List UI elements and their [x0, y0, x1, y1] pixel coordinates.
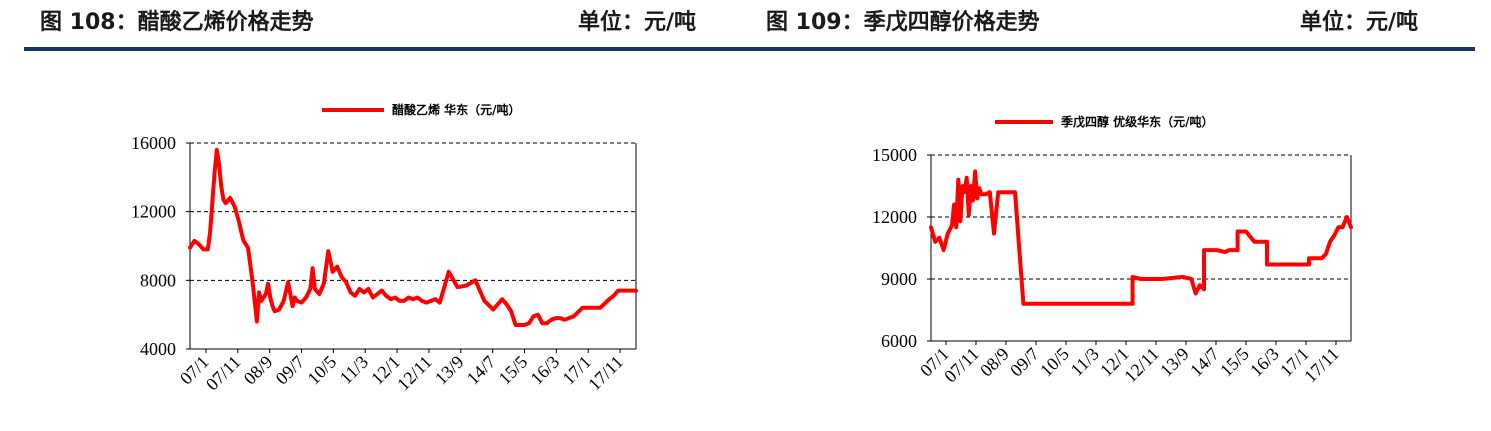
- legend-label: 醋酸乙烯 华东（元/吨）: [392, 102, 521, 117]
- legend-label: 季戊四醇 优级华东（元/吨）: [1060, 114, 1214, 129]
- y-tick-label: 12000: [131, 202, 176, 222]
- left-unit-label: 单位：元/吨: [578, 10, 697, 35]
- y-tick-label: 16000: [131, 133, 176, 153]
- pentaerythritol-chart: 60009000120001500007/107/1108/909/710/51…: [872, 114, 1353, 387]
- x-tick-label: 17/11: [584, 352, 627, 395]
- x-tick-label: 14/7: [463, 352, 500, 389]
- x-tick-label: 16/3: [526, 352, 563, 389]
- x-tick-label: 09/7: [272, 352, 309, 389]
- x-tick-label: 09/7: [1006, 344, 1043, 381]
- x-tick-label: 15/5: [495, 352, 532, 389]
- y-tick-label: 15000: [872, 145, 917, 165]
- right-unit-label: 单位：元/吨: [1300, 10, 1419, 35]
- x-tick-label: 12/11: [393, 352, 436, 395]
- x-tick-label: 17/11: [1300, 344, 1343, 387]
- vinyl-acetate-chart: 40008000120001600007/107/1108/909/710/51…: [131, 102, 638, 395]
- right-figure-title: 图 109：季戊四醇价格走势: [766, 10, 1040, 35]
- x-tick-label: 11/3: [336, 352, 372, 388]
- x-tick-label: 13/9: [1156, 344, 1193, 381]
- x-tick-label: 11/3: [1067, 344, 1103, 380]
- x-tick-label: 08/9: [976, 344, 1013, 381]
- x-tick-label: 10/5: [303, 352, 340, 389]
- y-tick-label: 6000: [881, 331, 917, 351]
- y-tick-label: 12000: [872, 207, 917, 227]
- x-tick-label: 16/3: [1246, 344, 1283, 381]
- header-rule: [24, 47, 1475, 51]
- x-tick-label: 14/7: [1186, 344, 1223, 381]
- x-tick-label: 08/9: [240, 352, 277, 389]
- series-line: [929, 169, 1353, 306]
- series-line: [188, 147, 638, 327]
- x-tick-label: 10/5: [1036, 344, 1073, 381]
- y-tick-label: 8000: [140, 270, 176, 290]
- x-tick-label: 07/11: [202, 352, 245, 395]
- y-tick-label: 4000: [140, 339, 176, 359]
- x-tick-label: 13/9: [431, 352, 468, 389]
- left-figure-title: 图 108：醋酸乙烯价格走势: [40, 10, 314, 35]
- x-tick-label: 15/5: [1216, 344, 1253, 381]
- y-tick-label: 9000: [881, 269, 917, 289]
